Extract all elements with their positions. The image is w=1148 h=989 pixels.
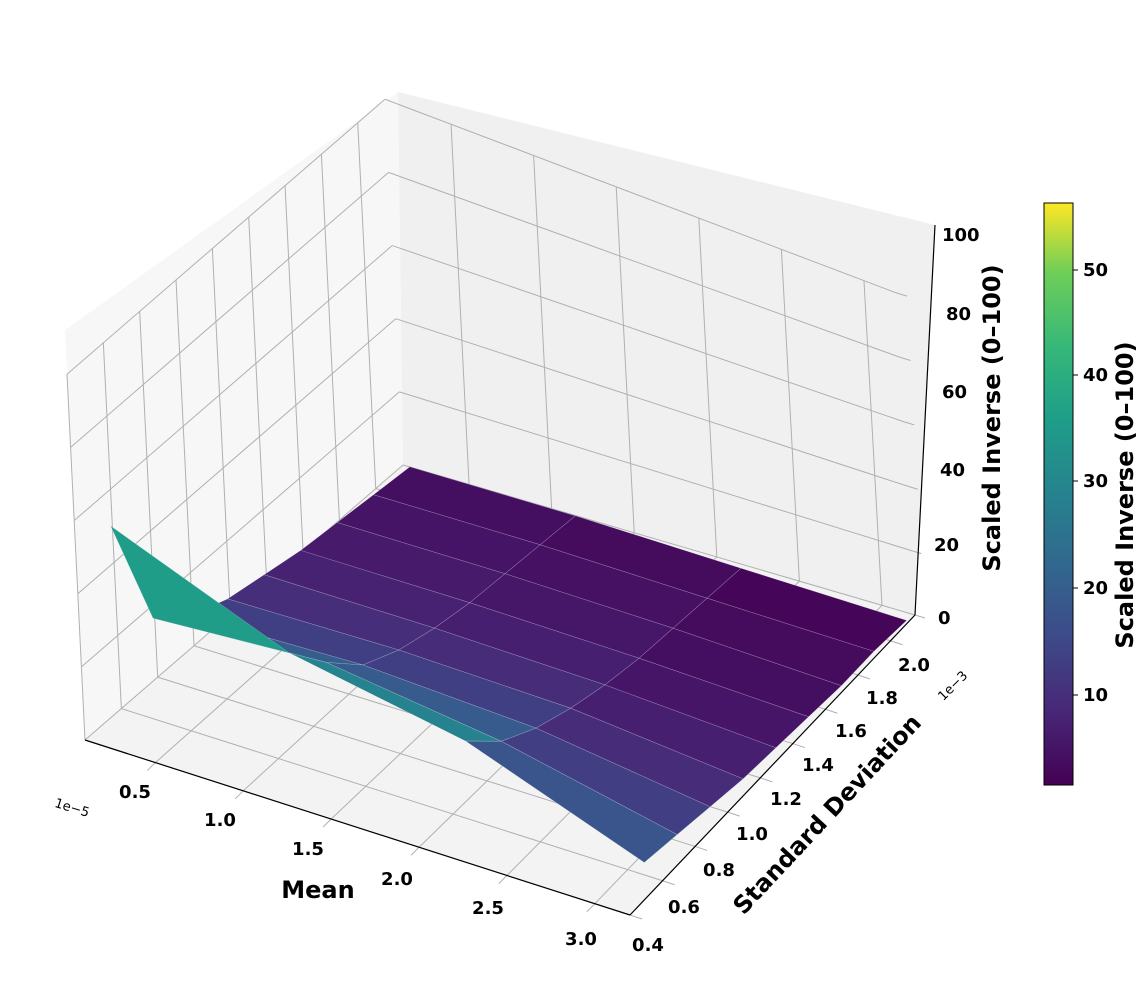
y-tick: 1.4: [802, 755, 834, 776]
y-tick: 0.8: [703, 860, 735, 881]
z-axis-ticks: 0 20 40 60 80 100: [934, 225, 980, 629]
z-tick: 60: [942, 382, 967, 403]
x-tick: 0.5: [119, 782, 151, 803]
colorbar-tick: 10: [1083, 685, 1108, 706]
x-tick: 1.5: [292, 839, 324, 860]
surface-mesh: [109, 466, 908, 863]
colorbar-ticks: 10 20 30 40 50: [1073, 260, 1108, 706]
z-tick: 80: [946, 304, 971, 325]
axes-lines: [84, 224, 936, 916]
z-tick: 100: [942, 225, 980, 246]
colorbar-label: Scaled Inverse (0–100): [1111, 341, 1139, 648]
y-tick: 1.2: [770, 789, 802, 810]
z-tick: 20: [934, 535, 959, 556]
surface-facet: [604, 657, 810, 749]
y-tick: 1.0: [736, 824, 768, 845]
colorbar-tick: 20: [1083, 578, 1108, 599]
x-tick: 2.0: [381, 869, 413, 890]
y-tick: 1.8: [866, 688, 898, 709]
surface-facet: [672, 597, 875, 687]
x-axis-label: Mean: [281, 876, 354, 904]
x-tick: 2.5: [472, 898, 504, 919]
y-axis-ticks: 0.4 0.6 0.8 1.0 1.2 1.4 1.6 1.8 2.0: [632, 655, 930, 956]
z-axis-label: Scaled Inverse (0–100): [978, 264, 1006, 571]
colorbar-tick: 40: [1083, 365, 1108, 386]
colorbar-tick: 30: [1083, 471, 1108, 492]
x-tick: 3.0: [565, 929, 597, 950]
y-tick: 2.0: [898, 655, 930, 676]
right-pane: [398, 92, 935, 615]
y-tick: 1.6: [835, 721, 867, 742]
z-tick: 40: [940, 460, 965, 481]
y-offset-text: 1e−3: [936, 669, 972, 705]
surface-facet: [464, 740, 678, 863]
y-tick: 0.6: [668, 897, 700, 918]
x-tick: 1.0: [204, 810, 236, 831]
z-tick: 0: [938, 608, 951, 629]
y-tick: 0.4: [632, 935, 664, 956]
x-offset-text: 1e−5: [53, 796, 91, 821]
colorbar-tick: 50: [1083, 260, 1108, 281]
surface-facet: [535, 707, 744, 808]
colorbar: [1043, 202, 1074, 786]
x-axis-ticks: 0.5 1.0 1.5 2.0 2.5 3.0: [119, 782, 597, 950]
